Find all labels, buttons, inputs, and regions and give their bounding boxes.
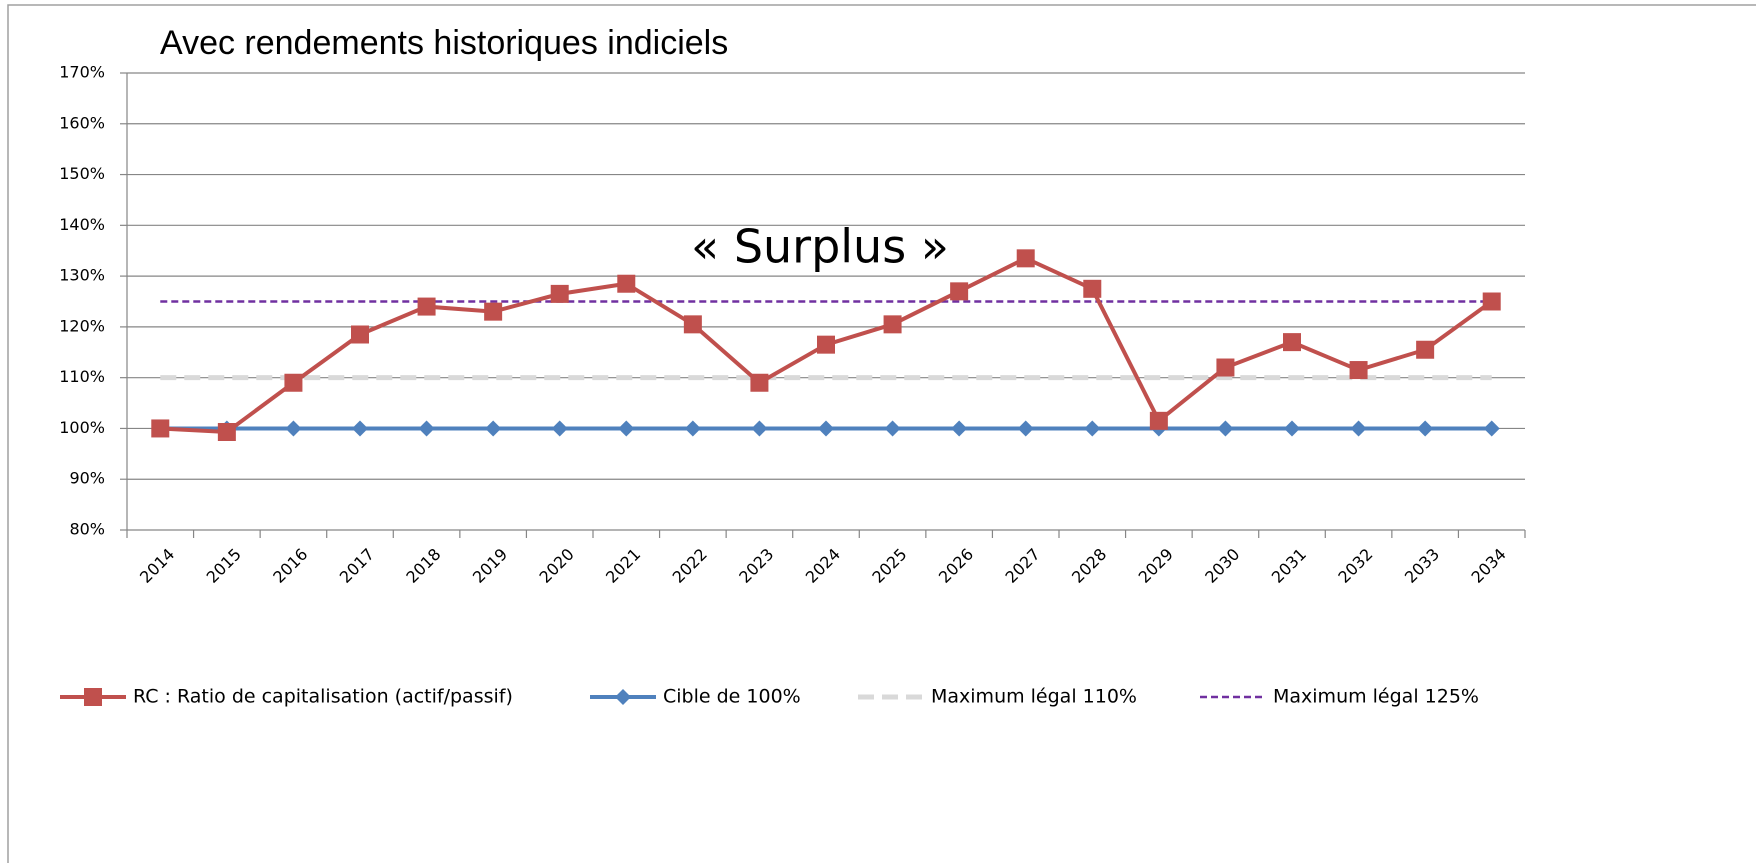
marker: [1217, 420, 1234, 437]
x-tick-label: 2015: [203, 545, 245, 587]
x-tick-label: 2029: [1135, 545, 1177, 587]
x-tick-label: 2020: [535, 545, 577, 587]
marker: [1483, 420, 1500, 437]
y-tick-label: 110%: [59, 367, 105, 386]
marker: [683, 315, 702, 334]
x-tick-label: 2016: [269, 545, 311, 587]
marker: [551, 420, 568, 437]
x-tick-label: 2027: [1001, 545, 1043, 587]
marker: [351, 325, 369, 344]
marker: [951, 420, 968, 437]
marker: [285, 420, 302, 437]
marker: [485, 420, 502, 437]
marker: [84, 688, 102, 706]
x-tick-label: 2018: [402, 545, 444, 587]
legend-label: Cible de 100%: [663, 686, 801, 708]
legend-label: Maximum légal 110%: [931, 686, 1137, 708]
x-tick-label: 2031: [1268, 545, 1310, 587]
marker: [1417, 420, 1434, 437]
x-tick-label: 2026: [935, 545, 977, 587]
y-tick-label: 150%: [59, 164, 105, 183]
frame: [7, 4, 1756, 863]
marker: [751, 420, 768, 437]
annotation: « Surplus »: [691, 220, 949, 274]
x-tick-label: 2017: [336, 545, 378, 587]
marker: [1416, 340, 1435, 359]
marker: [284, 373, 303, 392]
marker: [883, 315, 902, 334]
x-tick-label: 2021: [602, 545, 644, 587]
marker: [1083, 279, 1102, 298]
marker: [817, 335, 835, 354]
marker: [1482, 292, 1501, 311]
marker: [615, 689, 631, 705]
x-tick-label: 2034: [1467, 545, 1509, 587]
marker: [1216, 358, 1235, 377]
legend-label: Maximum légal 125%: [1273, 686, 1479, 708]
marker: [750, 373, 769, 392]
x-tick-label: 2030: [1201, 545, 1243, 587]
marker: [1283, 333, 1301, 352]
x-tick-label: 2032: [1334, 545, 1376, 587]
marker: [884, 420, 901, 437]
x-tick-label: 2019: [469, 545, 511, 587]
marker: [484, 302, 503, 321]
marker: [418, 420, 435, 437]
y-tick-label: 100%: [59, 418, 105, 437]
legend-label: RC : Ratio de capitalisation (actif/pass…: [133, 686, 513, 708]
marker: [618, 420, 635, 437]
marker: [151, 419, 170, 438]
marker: [818, 420, 834, 437]
x-tick-label: 2024: [802, 545, 844, 587]
marker: [1350, 420, 1367, 437]
y-tick-label: 170%: [59, 63, 105, 82]
x-tick-label: 2025: [868, 545, 910, 587]
marker: [1017, 420, 1034, 437]
x-tick-label: 2033: [1401, 545, 1443, 587]
marker: [1149, 411, 1168, 430]
marker: [1016, 249, 1035, 268]
x-tick-label: 2023: [735, 545, 777, 587]
x-tick-label: 2028: [1068, 545, 1110, 587]
marker: [1084, 420, 1101, 437]
marker: [217, 422, 236, 441]
y-tick-label: 160%: [59, 113, 105, 132]
marker: [417, 297, 436, 316]
x-tick-label: 2014: [136, 545, 178, 587]
y-tick-label: 90%: [69, 469, 105, 488]
marker: [617, 274, 636, 293]
y-tick-label: 120%: [59, 316, 105, 335]
marker: [352, 420, 368, 437]
chart-title: Avec rendements historiques indiciels: [160, 24, 728, 62]
y-tick-label: 140%: [59, 215, 105, 234]
marker: [950, 282, 969, 301]
marker: [1284, 420, 1300, 437]
y-tick-label: 80%: [69, 520, 105, 539]
marker: [1349, 361, 1368, 380]
marker: [684, 420, 701, 437]
marker: [550, 284, 569, 303]
x-tick-label: 2022: [669, 545, 711, 587]
y-tick-label: 130%: [59, 266, 105, 285]
